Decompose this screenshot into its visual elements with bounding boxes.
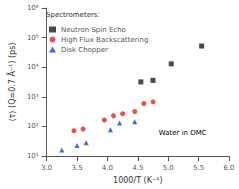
svg-text:10³: 10³: [27, 93, 39, 101]
svg-text:10⁵: 10⁵: [27, 34, 39, 42]
svg-text:10²: 10²: [27, 122, 39, 130]
svg-text:3.5: 3.5: [71, 164, 82, 172]
svg-text:3.0: 3.0: [41, 164, 52, 172]
svg-text:Neutron Spin Echo: Neutron Spin Echo: [61, 26, 126, 34]
svg-text:Water in OMC: Water in OMC: [159, 129, 207, 137]
svg-text:5.5: 5.5: [193, 164, 204, 172]
svg-text:Spectrometers:: Spectrometers:: [46, 11, 100, 19]
svg-text:⟨τ⟩ (Q=0.7 Å⁻¹) (ps): ⟨τ⟩ (Q=0.7 Å⁻¹) (ps): [6, 43, 17, 122]
svg-text:10¹: 10¹: [27, 152, 39, 160]
svg-text:High Flux Backscattering: High Flux Backscattering: [61, 36, 148, 44]
svg-text:Disk Chopper: Disk Chopper: [61, 46, 108, 54]
svg-text:4.5: 4.5: [132, 164, 143, 172]
svg-text:10⁶: 10⁶: [27, 4, 39, 12]
svg-text:5.0: 5.0: [163, 164, 174, 172]
svg-text:1000/T (K⁻¹): 1000/T (K⁻¹): [113, 176, 162, 185]
svg-text:10⁴: 10⁴: [27, 63, 39, 71]
svg-text:4.0: 4.0: [102, 164, 113, 172]
svg-text:6.0: 6.0: [223, 164, 234, 172]
